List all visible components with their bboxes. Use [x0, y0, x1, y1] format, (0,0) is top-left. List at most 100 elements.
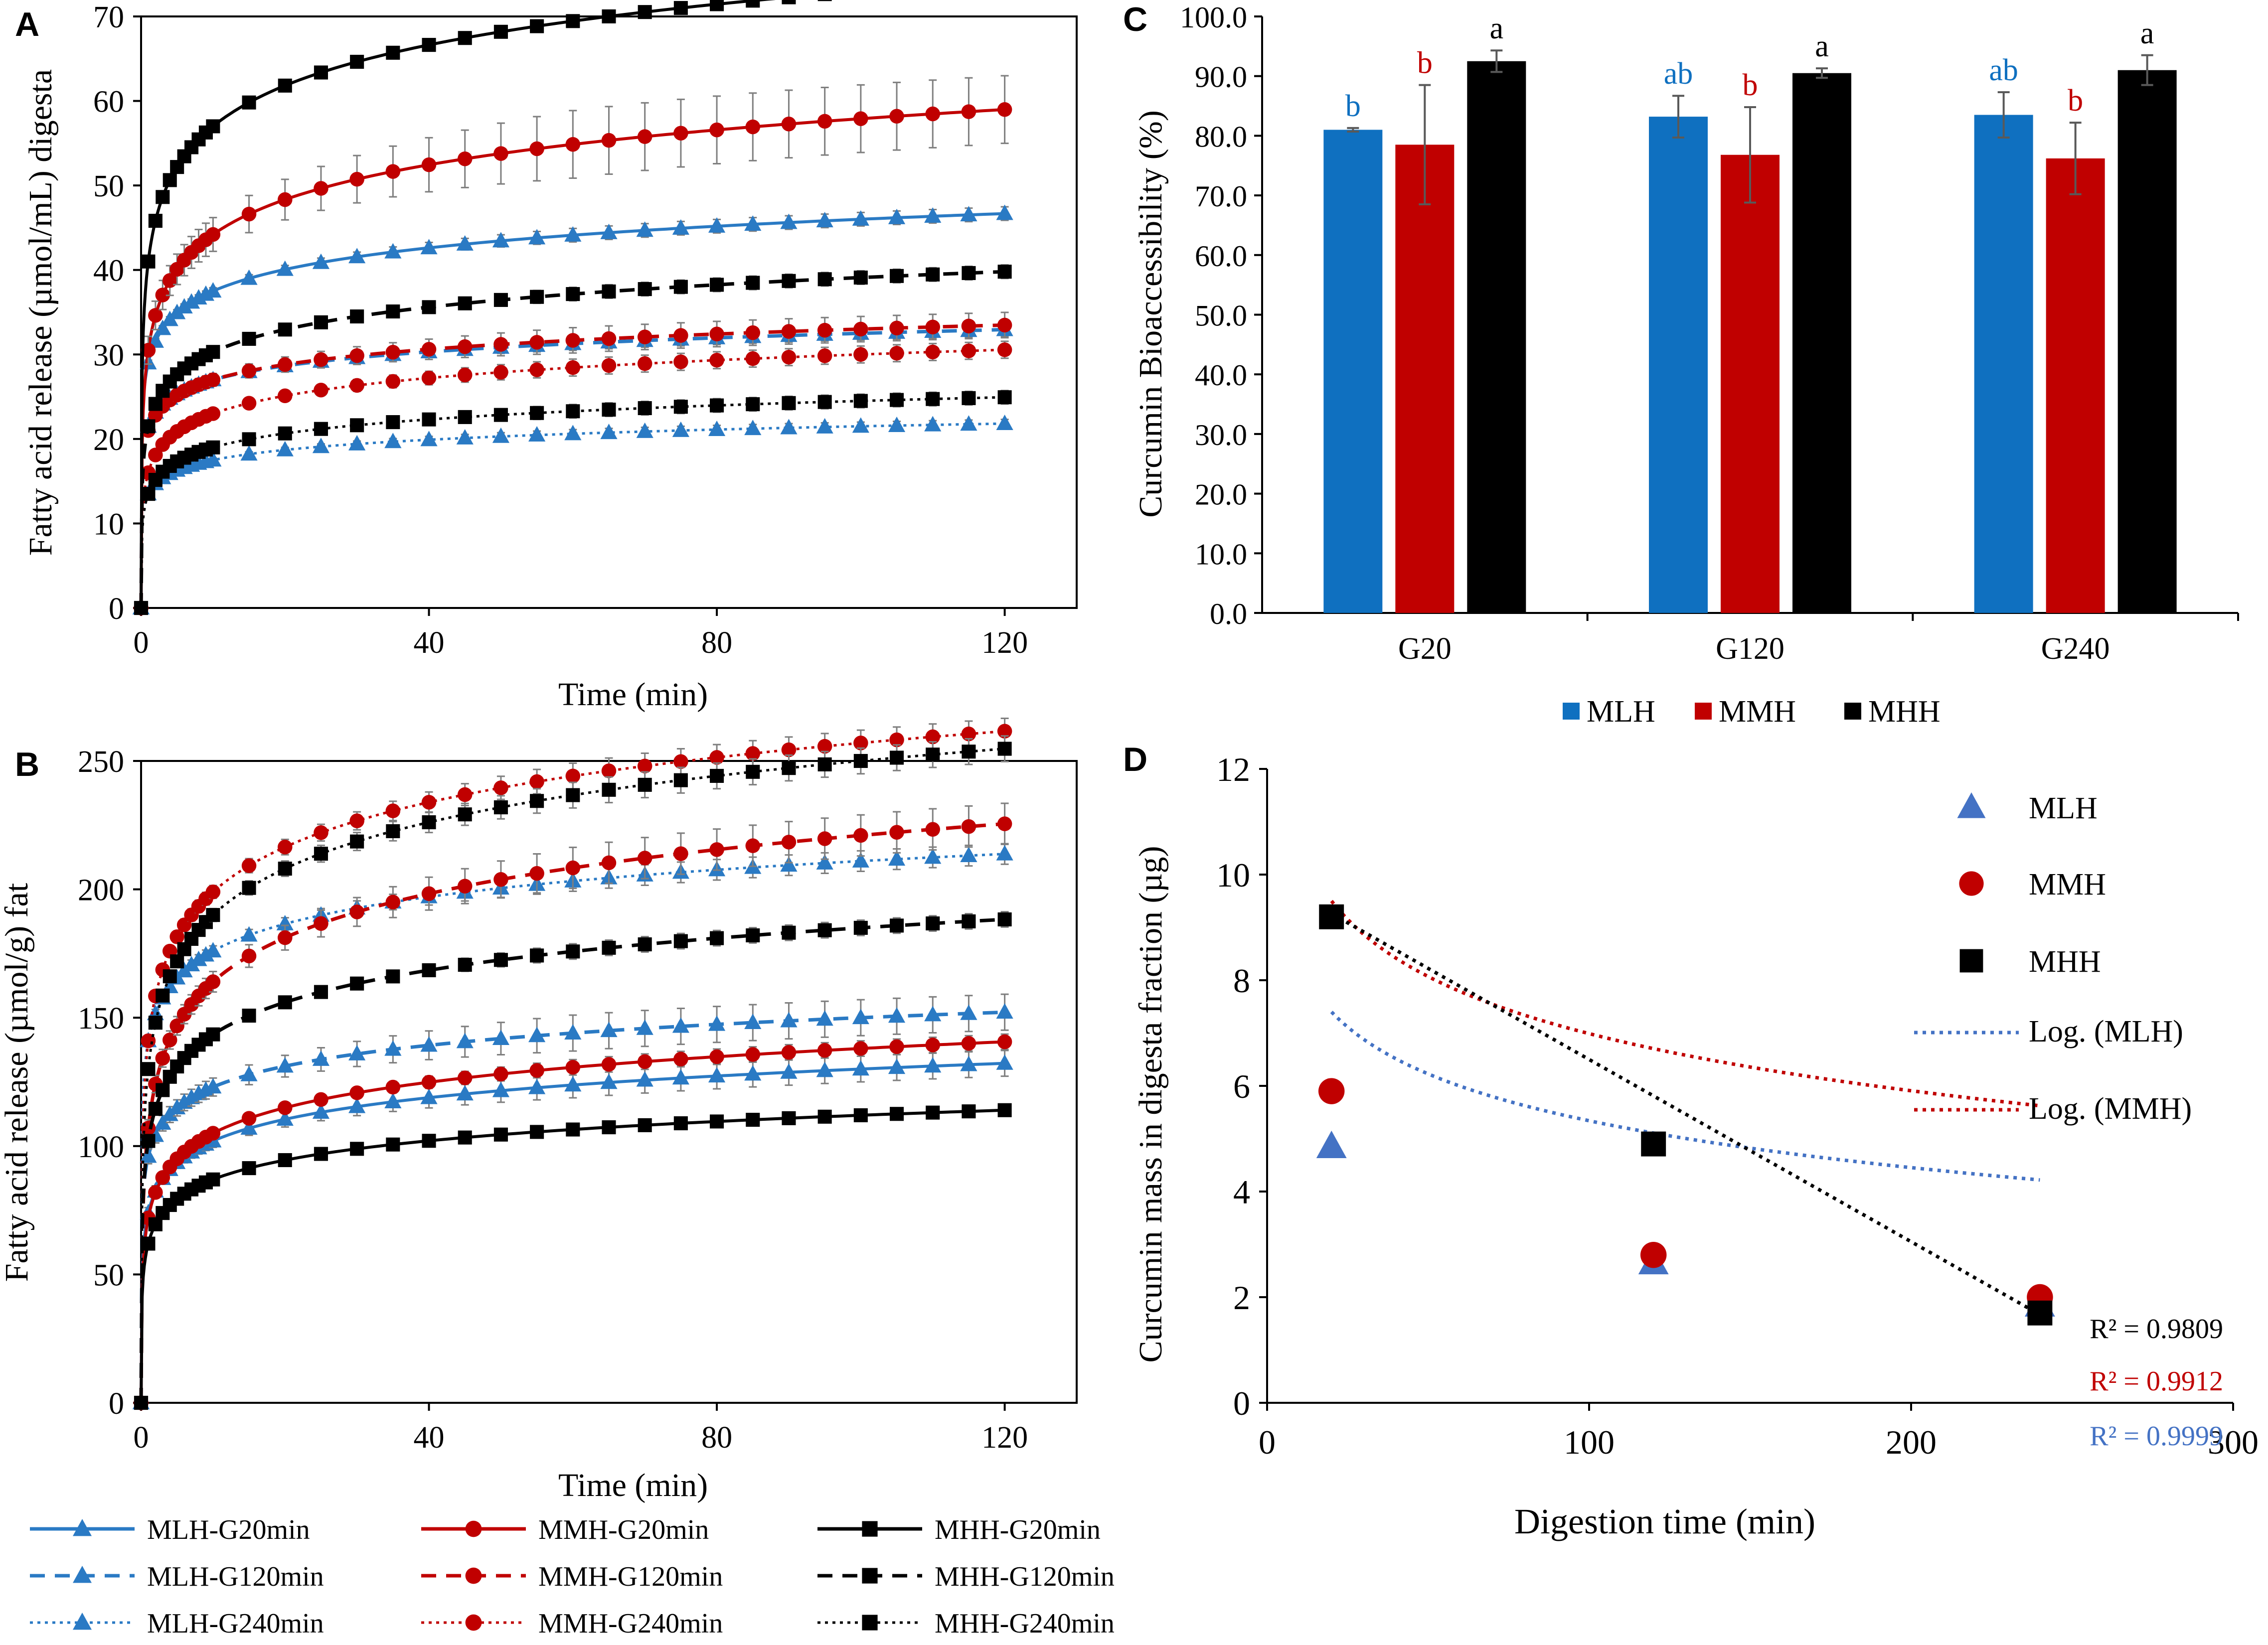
- y-tick-label: 4: [1233, 1173, 1250, 1211]
- plot-area: R² = 0.9999 R² = 0.9912 R² = 0.9809: [1316, 899, 2223, 1452]
- data-point: [384, 433, 402, 449]
- data-point: [889, 109, 904, 124]
- data-point: [996, 845, 1013, 861]
- data-point: [242, 95, 256, 110]
- x-axis-title: Time (min): [558, 1467, 708, 1503]
- y-tick-label: 200: [78, 874, 124, 907]
- data-point: [672, 1069, 689, 1085]
- data-point: [458, 807, 472, 822]
- data-point: [278, 862, 292, 876]
- bar-mmh-g120: [1721, 154, 1780, 613]
- data-point: [926, 1105, 940, 1120]
- data-point: [240, 445, 258, 461]
- series-mhh-g20min: [134, 0, 832, 615]
- y-tick-label: 0: [109, 1387, 124, 1421]
- data-point: [673, 773, 688, 787]
- data-point: [638, 282, 652, 297]
- data-point: [709, 326, 724, 342]
- data-point: [206, 1172, 220, 1187]
- data-point: [457, 339, 473, 354]
- data-point: [458, 1130, 472, 1145]
- trendline-log-mmh-: [1330, 899, 2040, 1108]
- legend-item-mmh: MMH: [1959, 868, 2106, 901]
- legend-scatter: MLH MMH MHH Log. (MLH) Log. (MMH): [1914, 791, 2192, 1126]
- legend-fatty-acid-series: MLH-G20min MLH-G120min MLH-G240min MMH-G20m…: [30, 1514, 1115, 1639]
- y-tick-label: 8: [1233, 962, 1250, 1000]
- data-point: [241, 1111, 257, 1126]
- data-point: [636, 221, 653, 237]
- data-point: [781, 117, 797, 132]
- legend-item-mhh-g20min: MHH-G20min: [817, 1514, 1101, 1545]
- x-tick-label: G240: [2041, 632, 2110, 666]
- x-tick-label: 0: [134, 1421, 149, 1455]
- data-point: [421, 886, 437, 901]
- data-point: [566, 287, 580, 301]
- data-point: [241, 858, 257, 873]
- point-mhh: [2027, 1300, 2053, 1326]
- y-tick-label: 70: [93, 0, 124, 34]
- r-squared-label: R² = 0.9912: [2090, 1366, 2223, 1397]
- data-point: [141, 419, 156, 434]
- x-tick-label: 0: [134, 626, 149, 660]
- y-tick-label: 40: [93, 254, 124, 288]
- y-tick-label: 50.0: [1195, 299, 1247, 332]
- data-point: [602, 9, 616, 23]
- data-point: [566, 944, 580, 959]
- legend-marker: [73, 1613, 92, 1630]
- data-point: [422, 38, 436, 52]
- data-point: [673, 754, 688, 769]
- data-point: [782, 761, 796, 775]
- data-point: [148, 1185, 163, 1200]
- legend-marker: [73, 1519, 92, 1536]
- data-point: [564, 425, 582, 441]
- y-tick-label: 70.0: [1195, 180, 1247, 213]
- data-point: [817, 348, 832, 363]
- data-point: [781, 742, 797, 757]
- data-point: [816, 418, 833, 434]
- data-point: [601, 763, 617, 778]
- data-point: [422, 963, 436, 978]
- x-tick-label: G20: [1398, 632, 1452, 666]
- data-point: [708, 1067, 726, 1083]
- data-point: [816, 1010, 833, 1026]
- legend-label: MMH: [1719, 695, 1796, 729]
- data-point: [148, 1102, 162, 1116]
- data-point: [169, 1018, 184, 1034]
- data-point: [817, 757, 832, 771]
- data-point: [889, 346, 904, 361]
- data-point: [278, 426, 292, 441]
- data-point: [155, 1170, 170, 1185]
- data-point: [350, 976, 364, 991]
- data-point: [493, 1066, 508, 1081]
- data-point: [889, 393, 904, 407]
- y-tick-label: 30: [93, 338, 124, 372]
- y-tick-label: 90.0: [1195, 61, 1247, 94]
- data-point: [156, 1083, 170, 1097]
- axis-ticks: 0 2 4 6 8 10 12 0 100 200 300: [1216, 750, 2259, 1461]
- data-point: [384, 1040, 402, 1056]
- data-point: [637, 356, 652, 371]
- data-point: [710, 768, 724, 783]
- data-point: [781, 324, 797, 339]
- legend-label: MHH-G240min: [935, 1608, 1115, 1639]
- data-point: [384, 243, 402, 259]
- data-point: [817, 0, 832, 1]
- series-line: [140, 853, 1005, 1403]
- data-point: [782, 0, 796, 4]
- data-point: [672, 421, 689, 437]
- point-mhh: [1319, 904, 1344, 929]
- data-point: [242, 331, 256, 346]
- data-point: [817, 395, 832, 409]
- data-point: [422, 412, 436, 427]
- series-mmh-g120min: [134, 802, 1012, 1410]
- data-point: [924, 1006, 942, 1022]
- data-point: [708, 217, 726, 233]
- data-point: [780, 1012, 798, 1028]
- data-point: [493, 408, 508, 422]
- data-point: [458, 957, 472, 972]
- data-point: [673, 1116, 688, 1131]
- data-point: [780, 419, 798, 435]
- series-mlh-g120min: [132, 993, 1013, 1409]
- data-point: [710, 931, 724, 945]
- axis-ticks: 0 50 100 150 200 250 0 40 80 120: [78, 745, 1028, 1455]
